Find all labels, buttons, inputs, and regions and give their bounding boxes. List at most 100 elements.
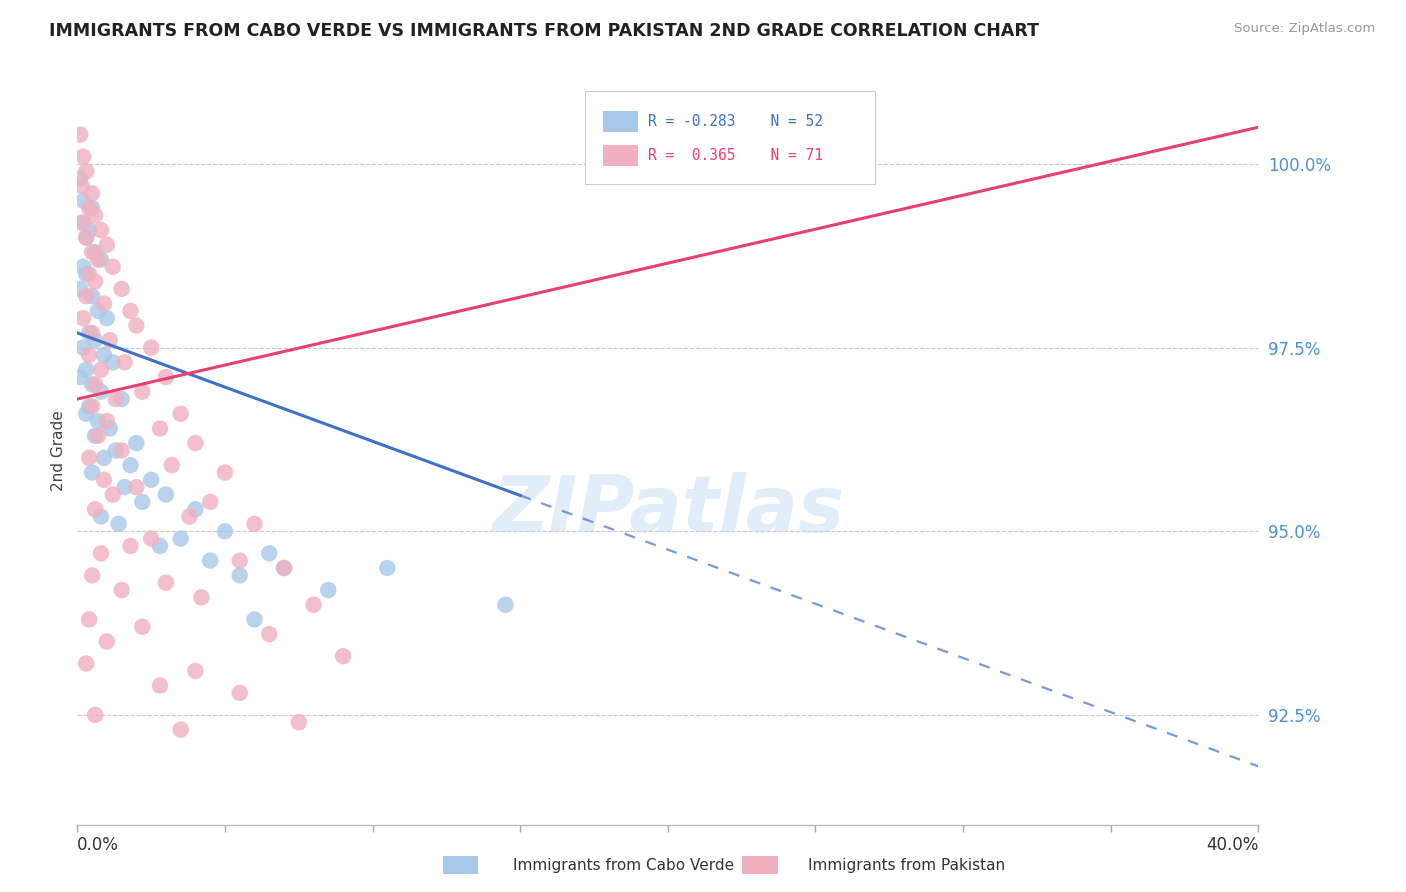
Point bbox=[101, 260, 124, 274]
Point bbox=[273, 561, 295, 575]
Point bbox=[141, 532, 163, 546]
Point bbox=[84, 707, 107, 722]
Point bbox=[184, 664, 207, 678]
Point bbox=[96, 634, 118, 648]
Point bbox=[77, 267, 100, 281]
Point bbox=[69, 282, 91, 296]
Point bbox=[101, 487, 124, 501]
Text: R = -0.283    N = 52: R = -0.283 N = 52 bbox=[648, 114, 823, 129]
Point bbox=[82, 289, 104, 303]
Point bbox=[90, 546, 112, 560]
Point bbox=[111, 582, 132, 597]
Text: Immigrants from Cabo Verde: Immigrants from Cabo Verde bbox=[513, 858, 734, 872]
Point bbox=[243, 612, 266, 626]
Point bbox=[111, 282, 132, 296]
Point bbox=[111, 392, 132, 406]
Point bbox=[75, 362, 97, 376]
Point bbox=[111, 443, 132, 458]
Point bbox=[82, 466, 104, 480]
Point bbox=[149, 539, 172, 553]
Point bbox=[69, 171, 91, 186]
Point bbox=[273, 561, 295, 575]
Point bbox=[332, 649, 354, 664]
Point bbox=[149, 679, 172, 693]
Point bbox=[82, 201, 104, 215]
Point bbox=[93, 473, 115, 487]
FancyBboxPatch shape bbox=[603, 145, 638, 166]
Point bbox=[214, 466, 236, 480]
Point bbox=[77, 400, 100, 414]
Point bbox=[131, 384, 153, 399]
Point bbox=[259, 546, 281, 560]
Text: ZIPatlas: ZIPatlas bbox=[492, 473, 844, 549]
Point bbox=[149, 421, 172, 435]
Point bbox=[90, 362, 112, 376]
Point bbox=[70, 179, 93, 194]
Point bbox=[259, 627, 281, 641]
Point bbox=[114, 480, 136, 494]
Point bbox=[75, 267, 97, 281]
Point bbox=[82, 186, 104, 201]
Point bbox=[77, 450, 100, 465]
Point bbox=[184, 436, 207, 450]
Text: 40.0%: 40.0% bbox=[1206, 836, 1258, 855]
Point bbox=[101, 355, 124, 369]
Point bbox=[75, 230, 97, 244]
Point bbox=[69, 370, 91, 384]
Point bbox=[75, 407, 97, 421]
Point bbox=[131, 495, 153, 509]
Text: Source: ZipAtlas.com: Source: ZipAtlas.com bbox=[1234, 22, 1375, 36]
Point bbox=[84, 429, 107, 443]
Point bbox=[72, 194, 94, 208]
Point bbox=[93, 348, 115, 362]
Point bbox=[87, 429, 110, 443]
Point bbox=[96, 311, 118, 326]
Point bbox=[90, 384, 112, 399]
Point bbox=[155, 575, 177, 590]
Point bbox=[495, 598, 517, 612]
Point bbox=[72, 150, 94, 164]
Point bbox=[228, 568, 252, 582]
Point bbox=[170, 723, 193, 737]
Point bbox=[184, 502, 207, 516]
Point bbox=[125, 480, 148, 494]
Point bbox=[98, 333, 121, 347]
Point bbox=[120, 304, 142, 318]
Point bbox=[84, 333, 107, 347]
Point bbox=[93, 296, 115, 310]
Point bbox=[82, 377, 104, 392]
Point bbox=[302, 598, 325, 612]
Point bbox=[107, 516, 129, 531]
Point bbox=[84, 502, 107, 516]
Point bbox=[70, 216, 93, 230]
Point bbox=[228, 554, 252, 568]
Point bbox=[77, 348, 100, 362]
Point bbox=[377, 561, 399, 575]
Point bbox=[125, 436, 148, 450]
Point bbox=[200, 554, 222, 568]
Point bbox=[96, 414, 118, 428]
Point bbox=[75, 289, 97, 303]
Text: R =  0.365    N = 71: R = 0.365 N = 71 bbox=[648, 148, 823, 162]
Point bbox=[179, 509, 201, 524]
Point bbox=[84, 377, 107, 392]
Point bbox=[84, 275, 107, 289]
Point bbox=[90, 509, 112, 524]
Point bbox=[104, 392, 127, 406]
Point bbox=[77, 201, 100, 215]
Point bbox=[141, 341, 163, 355]
Point bbox=[84, 208, 107, 222]
Point bbox=[77, 612, 100, 626]
Point bbox=[104, 443, 127, 458]
Point bbox=[72, 341, 94, 355]
Y-axis label: 2nd Grade: 2nd Grade bbox=[51, 410, 66, 491]
Point bbox=[214, 524, 236, 539]
Point bbox=[77, 223, 100, 237]
Point bbox=[318, 582, 340, 597]
Point bbox=[90, 252, 112, 267]
Point bbox=[141, 473, 163, 487]
FancyBboxPatch shape bbox=[603, 111, 638, 132]
Point bbox=[160, 458, 183, 472]
Point bbox=[87, 252, 110, 267]
Point bbox=[72, 311, 94, 326]
